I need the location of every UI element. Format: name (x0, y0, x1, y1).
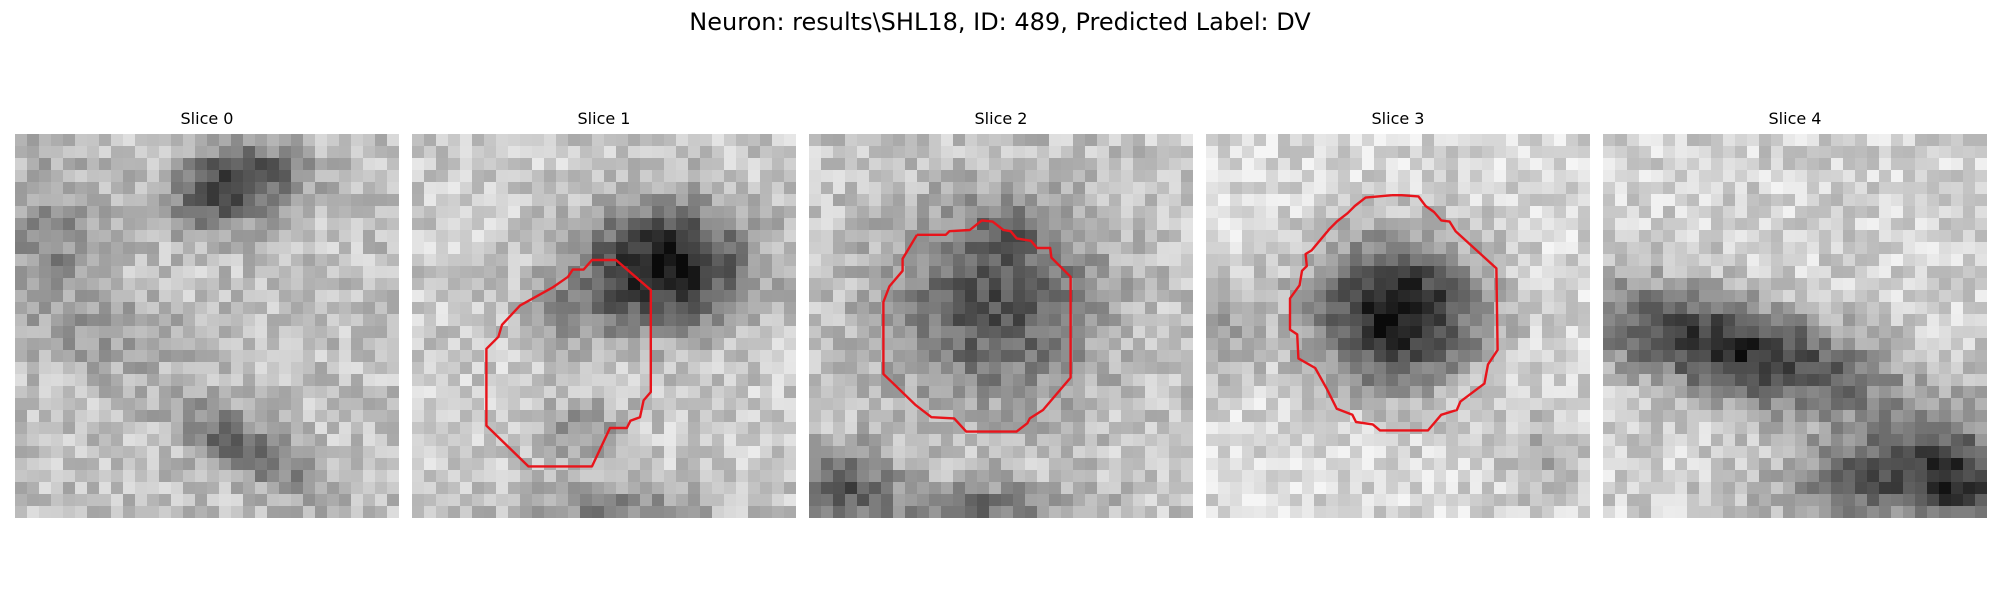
slice-title-4: Slice 4 (1768, 109, 1822, 128)
slice-panel-0: Slice 0 (15, 108, 399, 518)
slice-panel-3: Slice 3 (1206, 108, 1590, 518)
segmentation-contour (485, 258, 653, 468)
slice-title-3: Slice 3 (1371, 109, 1425, 128)
figure-title: Neuron: results\SHL18, ID: 489, Predicte… (689, 8, 1311, 36)
slice-panel-4: Slice 4 (1603, 108, 1987, 518)
slice-panel-2: Slice 2 (809, 108, 1193, 518)
slice-title-0: Slice 0 (180, 109, 234, 128)
segmentation-contour (882, 219, 1072, 433)
slice-title-1: Slice 1 (577, 109, 631, 128)
segmentation-contour (1288, 194, 1499, 432)
slice-image-1 (412, 134, 796, 518)
slice-image-3 (1206, 134, 1590, 518)
slice-image-4 (1603, 134, 1987, 518)
slice-image-0 (15, 134, 399, 518)
slice-image-2 (809, 134, 1193, 518)
slice-title-2: Slice 2 (974, 109, 1028, 128)
slice-panel-1: Slice 1 (412, 108, 796, 518)
